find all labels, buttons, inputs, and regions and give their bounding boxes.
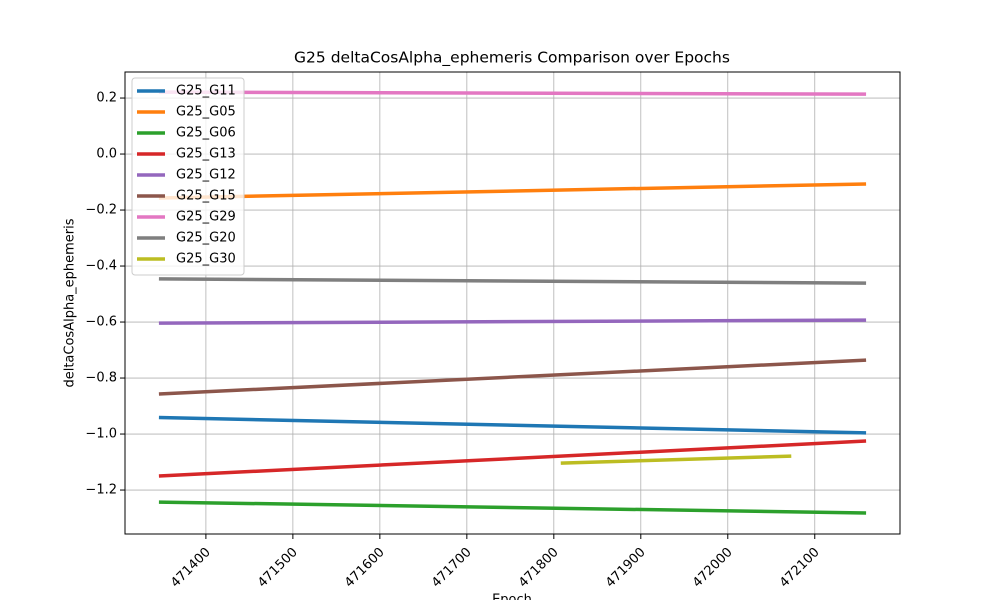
legend-box: [131, 77, 245, 276]
y-tick-label: −0.6: [85, 315, 117, 330]
x-tick-label: 472100: [777, 545, 823, 591]
series-line: [158, 182, 867, 200]
legend-label: G25_G30: [176, 252, 236, 267]
y-tick-label: −0.8: [85, 371, 117, 386]
series-line: [158, 500, 867, 515]
legend-label: G25_G20: [176, 231, 236, 246]
x-tick-label: 471600: [342, 545, 388, 591]
x-tick-label: 471500: [255, 545, 301, 591]
x-tick-label: 471400: [168, 545, 214, 591]
x-tick-label: 471900: [603, 545, 649, 591]
series-line: [158, 415, 867, 435]
legend-label: G25_G29: [176, 210, 236, 225]
series-line: [158, 318, 867, 325]
legend-label: G25_G06: [176, 126, 236, 141]
series-line: [158, 277, 867, 285]
series-line: [158, 439, 867, 478]
x-tick-label: 472000: [690, 545, 736, 591]
x-tick-label: 471800: [516, 545, 562, 591]
y-tick-label: 0.2: [96, 91, 117, 106]
y-tick-label: −1.2: [85, 483, 117, 498]
legend-label: G25_G13: [176, 147, 236, 162]
plot-frame: [124, 71, 901, 535]
legend-label: G25_G12: [176, 168, 236, 183]
series-line: [560, 454, 792, 465]
chart-title: G25 deltaCosAlpha_ephemeris Comparison o…: [294, 49, 730, 68]
legend-label: G25_G15: [176, 189, 236, 204]
y-tick-label: 0.0: [96, 147, 117, 162]
y-tick-label: −1.0: [85, 427, 117, 442]
series-line: [158, 90, 867, 96]
y-axis-label: deltaCosAlpha_ephemeris: [63, 218, 78, 387]
x-tick-label: 471700: [429, 545, 475, 591]
x-axis-label: Epoch: [492, 593, 532, 600]
y-tick-label: −0.2: [85, 203, 117, 218]
series-line: [158, 358, 867, 396]
legend-label: G25_G11: [176, 84, 236, 99]
legend-label: G25_G05: [176, 105, 236, 120]
y-tick-label: −0.4: [85, 259, 117, 274]
